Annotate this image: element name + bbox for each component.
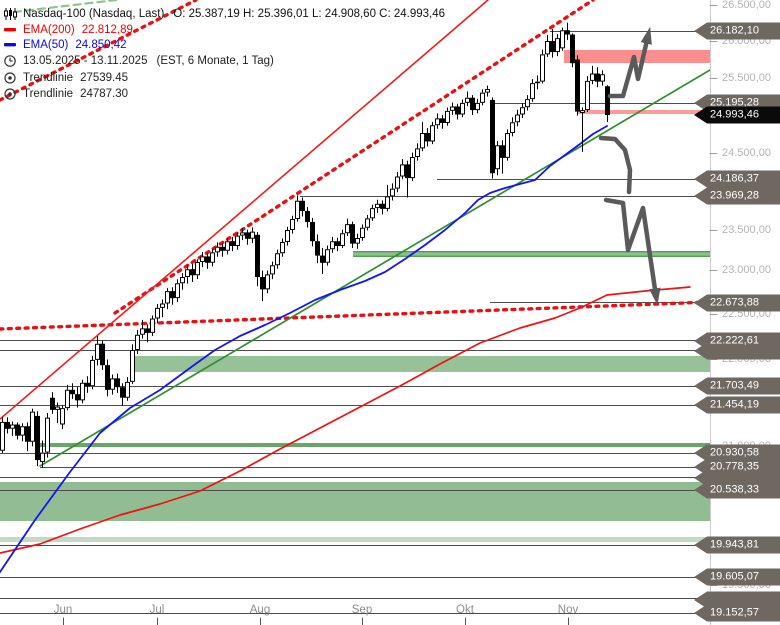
- ema50-value: 24.850,42: [75, 38, 127, 51]
- price-level-tag: 19.943,81: [694, 536, 780, 554]
- legend-row-series: Nasdaq-100 (Nasdaq, Last) O: 25.387,19 H…: [3, 6, 445, 21]
- last-price-tag: 24.993,46: [694, 106, 780, 124]
- ema200-line-swatch-icon: [3, 27, 17, 32]
- price-level-tag: 23.969,28: [694, 187, 780, 205]
- legend-row-daterange: 13.05.2025 - 13.11.2025 (EST, 6 Monate, …: [3, 53, 274, 68]
- price-level-tag: 22.673,88: [694, 294, 780, 312]
- price-level-tag: 19.152,57: [694, 604, 780, 622]
- price-level-tag: 21.703,49: [694, 377, 780, 395]
- x-axis-month-label: Jul: [149, 604, 165, 616]
- date-range-settings: (EST, 6 Monate, 1 Tag): [156, 54, 274, 67]
- ohlc-values: O: 25.387,19 H: 25.396,01 L: 24.908,60 C…: [173, 7, 446, 20]
- ema200-label: EMA(200): [23, 23, 75, 36]
- price-level-tag: 26.182,10: [694, 22, 780, 40]
- y-axis-tick-label: 25.500,00: [722, 72, 771, 84]
- ema50-line-swatch-icon: [3, 42, 17, 47]
- price-level-tag: 19.605,07: [694, 568, 780, 586]
- price-level-tag: 20.930,58: [694, 444, 780, 462]
- y-axis-tick-label: 26.500,00: [722, 0, 771, 11]
- legend-row-ema200: EMA(200) 22.812,89: [3, 22, 133, 37]
- x-axis-month-label: Jun: [53, 604, 73, 616]
- ema200-value: 22.812,89: [81, 23, 133, 36]
- trendline2-value: 24787.30: [80, 87, 129, 100]
- x-axis-month-label: Nov: [557, 604, 579, 616]
- price-level-tag: 21.454,19: [694, 396, 780, 414]
- trendline1-value: 27539.45: [80, 71, 129, 84]
- y-axis-tick-label: 24.500,00: [722, 147, 771, 159]
- candlestick-icon: [3, 7, 17, 20]
- legend-row-trendline-1: Trendlinie 27539.45: [3, 70, 128, 85]
- price-level-tag: 24.186,37: [694, 170, 780, 188]
- price-level-tag: 20.778,35: [694, 458, 780, 476]
- y-axis-tick-label: 23.500,00: [722, 224, 771, 236]
- ema50-label: EMA(50): [23, 38, 69, 51]
- target-icon: [3, 71, 17, 84]
- legend-row-trendline-2: Trendlinie 24787.30: [3, 86, 128, 101]
- target-icon: [3, 87, 17, 100]
- price-level-tag: 20.538,33: [694, 481, 780, 499]
- price-level-tag: [694, 591, 780, 609]
- price-level-tag: 22.222,61: [694, 332, 780, 350]
- trendline1-label: Trendlinie: [23, 71, 74, 84]
- x-axis-month-label: Sep: [351, 604, 373, 616]
- clock-icon: [3, 54, 17, 67]
- chart-title: Nasdaq-100 (Nasdaq, Last): [23, 7, 165, 20]
- date-range: 13.05.2025 - 13.11.2025: [23, 54, 148, 67]
- trendline2-label: Trendlinie: [23, 87, 74, 100]
- legend-row-ema50: EMA(50) 24.850,42: [3, 37, 127, 52]
- x-axis-month-label: Okt: [456, 604, 474, 616]
- x-axis-month-label: Aug: [249, 604, 271, 616]
- y-axis-tick-label: 23.000,00: [722, 264, 771, 276]
